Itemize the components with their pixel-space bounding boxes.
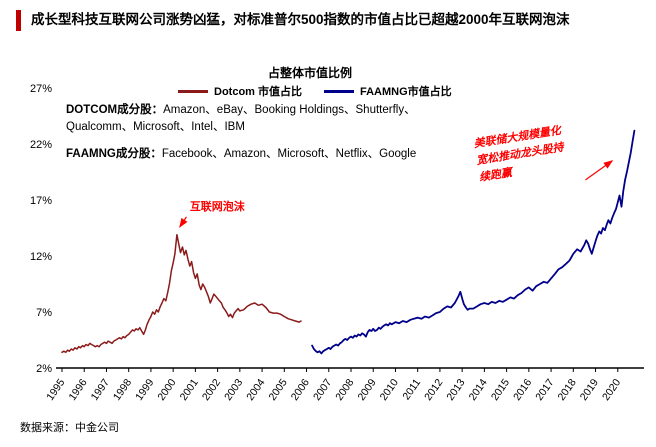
y-tick-label: 17%	[30, 195, 52, 207]
faamng-line-swatch	[324, 89, 354, 93]
series-line-faamng	[311, 129, 636, 355]
legend-label-dotcom: Dotcom 市值占比	[214, 86, 302, 98]
dotcom-constituents-line: DOTCOM成分股：Amazon、eBay、Booking Holdings、S…	[66, 102, 468, 137]
x-tick-label: 2001	[178, 377, 201, 403]
x-tick-label: 1998	[111, 377, 134, 403]
x-tick-label: 1999	[133, 377, 156, 403]
legend-label-faamng: FAAMNG市值占比	[360, 86, 452, 98]
x-tick-label: 2004	[244, 377, 267, 403]
x-tick-label: 2014	[467, 377, 490, 403]
y-tick-label: 22%	[30, 139, 52, 151]
x-tick-label: 2007	[311, 377, 334, 403]
x-tick-label: 2019	[578, 377, 601, 403]
dotcom-bubble-note-text: 互联网泡沫	[190, 199, 246, 213]
x-tick-label: 2013	[444, 377, 467, 403]
x-tick-label: 2002	[200, 377, 223, 403]
legend-item-dotcom: Dotcom 市值占比	[178, 83, 302, 99]
chart-title: 占整体市值比例	[267, 66, 352, 80]
x-tick-label: 2008	[333, 377, 356, 403]
legend-item-faamng: FAAMNG市值占比	[324, 83, 452, 99]
x-tick-label: 2003	[222, 377, 245, 403]
series-line-dotcom	[61, 233, 302, 354]
constituents-note: DOTCOM成分股：Amazon、eBay、Booking Holdings、S…	[66, 102, 468, 163]
x-tick-label: 2018	[556, 377, 579, 403]
fed-qe-note-arrow	[585, 160, 614, 181]
x-tick-label: 2006	[289, 377, 312, 403]
y-tick-label: 7%	[36, 307, 52, 319]
dotcom-constituents-list: Amazon、eBay、Booking Holdings、Shutterfly、…	[66, 104, 416, 134]
x-tick-label: 2012	[422, 377, 445, 403]
x-tick-label: 2017	[533, 377, 556, 403]
y-tick-label: 12%	[30, 251, 52, 263]
x-tick-label: 2015	[489, 377, 512, 403]
faamng-constituents-line: FAAMNG成分股：Facebook、Amazon、Microsoft、Netf…	[66, 146, 468, 163]
dotcom-constituents-label: DOTCOM成分股：	[66, 104, 164, 116]
x-tick-label: 1995	[44, 377, 67, 403]
x-tick-label: 2000	[155, 377, 178, 403]
chart-legend: Dotcom 市值占比 FAAMNG市值占比	[178, 83, 452, 99]
x-tick-label: 2011	[400, 377, 423, 403]
data-source: 数据来源：中金公司	[20, 422, 119, 434]
y-tick-label: 27%	[30, 83, 52, 95]
report-headline: 成长型科技互联网公司涨势凶猛，对标准普尔500指数的市值占比已超越2000年互联…	[16, 10, 656, 31]
x-tick-label: 2016	[511, 377, 534, 403]
x-tick-label: 2020	[600, 377, 623, 403]
fed-qe-note-text: 美联储大规模量化宽松推动龙头股持续跑赢	[472, 123, 569, 184]
faamng-constituents-label: FAAMNG成分股：	[66, 147, 162, 160]
dotcom-bubble-note-arrow	[179, 216, 188, 228]
x-tick-label: 2009	[355, 377, 378, 403]
x-tick-label: 2005	[267, 377, 290, 403]
dotcom-line-swatch	[178, 89, 208, 93]
y-tick-label: 2%	[36, 363, 52, 375]
x-tick-label: 1996	[66, 377, 89, 403]
x-tick-label: 1997	[89, 377, 112, 403]
x-tick-label: 2010	[378, 377, 401, 403]
faamng-constituents-list: Facebook、Amazon、Microsoft、Netflix、Google	[161, 147, 417, 160]
